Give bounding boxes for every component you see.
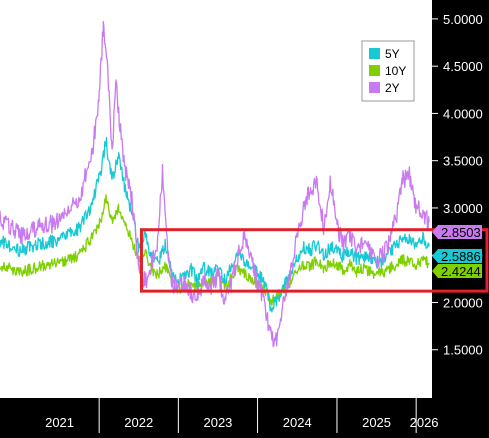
x-tick-label: 2026 [410, 415, 439, 430]
x-tick-label: 2021 [45, 415, 74, 430]
y-tick-label: 3.5000 [443, 154, 483, 169]
x-axis: 2021 2022 2023 2024 2025 2026 [0, 397, 439, 433]
series-line-10y [0, 194, 430, 307]
x-tick-label: 2022 [124, 415, 153, 430]
legend-swatch-5y [369, 48, 380, 59]
x-tick-label: 2024 [283, 415, 312, 430]
last-value-label-2y: 2.8503 [441, 225, 481, 240]
legend: 5Y 10Y 2Y [361, 40, 415, 102]
last-value-tag-5y [432, 249, 482, 263]
y-tick-label: 1.5000 [443, 343, 483, 358]
series-line-2y [0, 20, 430, 348]
x-tick-label: 2023 [203, 415, 232, 430]
y-tick-label: 2.0000 [443, 295, 483, 310]
y-tick-label: 3.0000 [443, 201, 483, 216]
series-layer [0, 20, 430, 348]
y-tick-label: 4.0000 [443, 106, 483, 121]
legend-label-5y: 5Y [385, 47, 400, 61]
legend-label-10y: 10Y [385, 64, 406, 78]
last-value-tag-10y [432, 264, 482, 278]
x-tick-label: 2025 [362, 415, 391, 430]
highlight-box-layer [139, 228, 489, 293]
series-line-5y [0, 136, 430, 313]
last-value-label-10y: 2.4244 [441, 264, 481, 279]
last-value-tag-2y [432, 225, 482, 239]
legend-swatch-10y [369, 65, 380, 76]
plot-area [0, 0, 432, 397]
y-tick-label: 5.0000 [443, 12, 483, 27]
legend-swatch-2y [369, 82, 380, 93]
y-tick-label: 4.5000 [443, 59, 483, 74]
highlight-box [139, 228, 489, 293]
last-value-label-5y: 2.5886 [441, 249, 481, 264]
legend-label-2y: 2Y [385, 81, 400, 95]
